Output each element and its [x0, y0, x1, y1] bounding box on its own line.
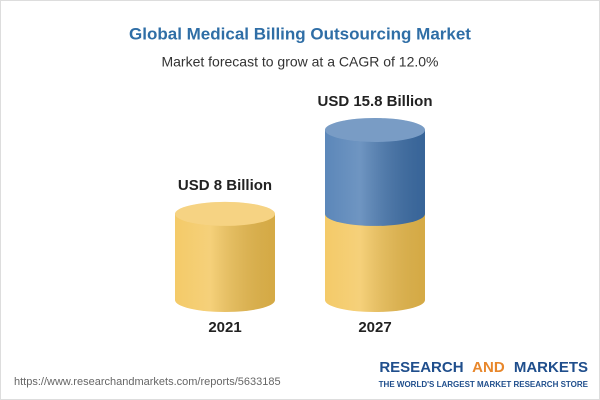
value-label: USD 15.8 Billion	[317, 93, 432, 110]
cylinder-top	[325, 118, 425, 142]
chart-subtitle: Market forecast to grow at a CAGR of 12.…	[161, 54, 438, 70]
cylinder-base-shade	[325, 213, 425, 312]
brand-tagline: THE WORLD'S LARGEST MARKET RESEARCH STOR…	[379, 380, 589, 389]
source-url: https://www.researchandmarkets.com/repor…	[14, 376, 281, 388]
cylinder-increase-shade	[325, 130, 425, 226]
brand-word: AND	[472, 359, 505, 376]
cylinder-top	[175, 201, 275, 226]
cylinder-body-shade	[175, 213, 275, 312]
brand-word: MARKETS	[514, 359, 588, 376]
chart-title: Global Medical Billing Outsourcing Marke…	[129, 24, 471, 43]
x-tick-label: 2027	[358, 319, 391, 336]
value-label: USD 8 Billion	[178, 177, 272, 194]
brand-word: RESEARCH	[379, 359, 463, 376]
x-tick-label: 2021	[208, 319, 241, 336]
cylinder-top-highlight	[175, 201, 275, 226]
cylinder-top-highlight	[325, 118, 425, 142]
brand: RESEARCH AND MARKETS	[379, 359, 588, 376]
